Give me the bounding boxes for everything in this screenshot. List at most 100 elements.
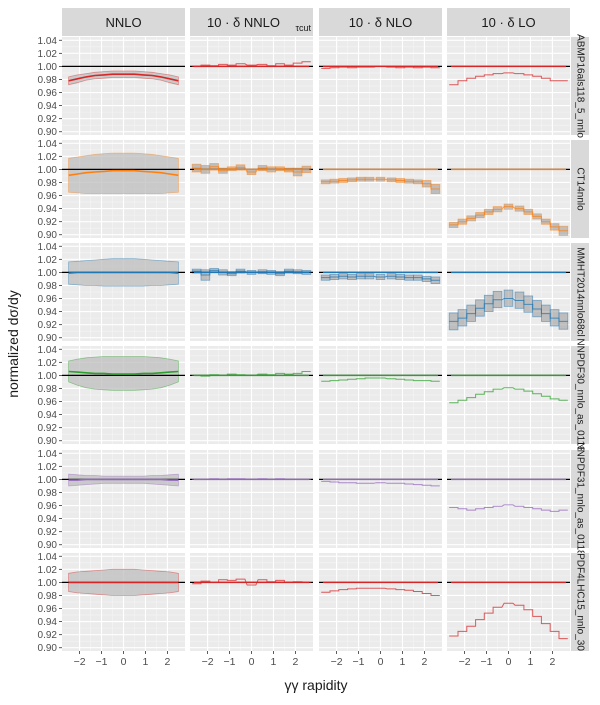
uncertainty-band	[68, 152, 179, 194]
panel-data	[190, 371, 313, 377]
x-tick-label: 0	[506, 656, 512, 668]
y-tick-label: 0.94	[38, 307, 58, 318]
row-strip	[571, 37, 589, 135]
panel-r2-c0	[62, 243, 185, 341]
step-line	[449, 387, 568, 404]
y-tick-label: 0.90	[38, 436, 58, 447]
x-tick-label: −2	[331, 656, 343, 668]
y-tick-label: 0.96	[38, 501, 58, 512]
y-tick-label: 0.92	[38, 217, 58, 228]
x-tick-label: −2	[74, 656, 86, 668]
panel-data	[62, 473, 185, 487]
y-tick-label: 0.98	[38, 178, 58, 189]
panel-data	[319, 581, 442, 596]
column-header-3: 10 · δ LO	[481, 15, 535, 30]
panel-data	[447, 168, 570, 236]
panel-data	[62, 356, 185, 391]
column-header-2: 10 · δ NLO	[349, 15, 413, 30]
x-tick-label: −1	[481, 656, 493, 668]
panel-r3-c0	[62, 346, 185, 444]
panel-data	[319, 65, 442, 69]
y-tick-label: 0.92	[38, 320, 58, 331]
central-line	[68, 73, 179, 82]
panel-r5-c0	[62, 553, 185, 651]
central-line	[68, 169, 179, 177]
y-tick-label: 0.92	[38, 423, 58, 434]
x-tick-label: 1	[143, 656, 149, 668]
column-strip	[62, 8, 185, 36]
y-tick-label: 0.94	[38, 514, 58, 525]
panel-data	[62, 568, 185, 596]
central-line	[68, 370, 179, 375]
panel-r0-c1	[190, 37, 313, 135]
panel-data	[62, 65, 185, 86]
x-axis-title: γγ rapidity	[284, 677, 347, 693]
panel-data	[447, 271, 570, 331]
x-tick-label: 2	[550, 656, 556, 668]
x-tick-label: 0	[378, 656, 384, 668]
panel-r4-c1	[190, 450, 313, 548]
y-tick-label: 0.96	[38, 397, 58, 408]
panel-r3-c3	[447, 346, 570, 444]
y-tick-label: 1.04	[38, 449, 58, 460]
column-strip	[447, 8, 570, 36]
y-tick-label: 1.04	[38, 139, 58, 150]
y-tick-label: 0.90	[38, 230, 58, 241]
y-tick-label: 0.98	[38, 281, 58, 292]
y-tick-label: 1.04	[38, 242, 58, 253]
panel-data	[447, 65, 570, 86]
step-line	[449, 504, 568, 512]
panel-data	[190, 578, 313, 586]
panel-data	[319, 478, 442, 487]
row-strip	[571, 553, 589, 651]
x-tick-label: −1	[96, 656, 108, 668]
panel-data	[447, 478, 570, 512]
panel-r5-c2	[319, 553, 442, 651]
uncertainty-band	[68, 70, 179, 86]
y-axis-title: normalized dσ/dy	[5, 290, 21, 397]
panel-r0-c0	[62, 37, 185, 135]
y-tick-label: 0.94	[38, 204, 58, 215]
y-tick-label: 0.96	[38, 88, 58, 99]
row-strip	[571, 346, 589, 444]
y-tick-label: 1.00	[38, 578, 58, 589]
panel-data	[62, 258, 185, 287]
y-tick-label: 0.90	[38, 643, 58, 654]
column-header-subscript: τcut	[296, 23, 312, 33]
panel-data	[190, 163, 313, 177]
step-line	[192, 478, 311, 480]
y-tick-label: 1.02	[38, 358, 58, 369]
panel-data	[319, 168, 442, 194]
y-tick-label: 0.96	[38, 294, 58, 305]
x-tick-label: −2	[202, 656, 214, 668]
y-tick-label: 1.04	[38, 36, 58, 47]
row-label-5: PDF4LHC15_nnlo_30	[575, 553, 586, 651]
step-line	[192, 61, 311, 67]
y-tick-label: 0.96	[38, 604, 58, 615]
y-tick-label: 1.02	[38, 49, 58, 60]
central-line	[68, 271, 179, 274]
y-tick-label: 0.90	[38, 333, 58, 344]
panel-data	[190, 61, 313, 68]
panel-r2-c1	[190, 243, 313, 341]
panel-r4-c3	[447, 450, 570, 548]
panel-r0-c2	[319, 37, 442, 135]
step-line	[449, 72, 568, 86]
y-tick-label: 1.04	[38, 345, 58, 356]
x-tick-label: 0	[249, 656, 255, 668]
row-label-2: MMHT2014nnlo68cl	[575, 247, 586, 337]
panel-r1-c3	[447, 140, 570, 238]
y-tick-label: 1.04	[38, 552, 58, 563]
panel-r1-c0	[62, 140, 185, 238]
y-tick-label: 1.02	[38, 462, 58, 473]
step-line	[321, 65, 440, 69]
y-tick-label: 1.00	[38, 371, 58, 382]
y-tick-label: 1.02	[38, 152, 58, 163]
row-label-1: CT14nnlo	[575, 167, 586, 211]
step-line	[321, 377, 440, 382]
panel-r4-c0	[62, 450, 185, 548]
y-tick-label: 0.92	[38, 630, 58, 641]
panel-data	[447, 581, 570, 640]
